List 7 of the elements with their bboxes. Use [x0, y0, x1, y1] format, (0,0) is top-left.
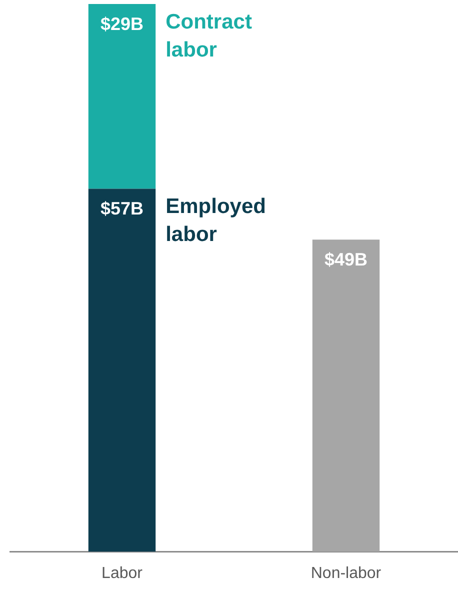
data-label: $29B	[100, 14, 144, 34]
x-tick-label: Non-labor	[310, 564, 382, 582]
x-tick-label: Labor	[102, 564, 144, 582]
data-label: $57B	[100, 198, 144, 219]
series-label: Employed labor	[166, 195, 266, 246]
data-label: $49B	[324, 250, 368, 270]
series-label: Contract labor	[166, 10, 252, 62]
